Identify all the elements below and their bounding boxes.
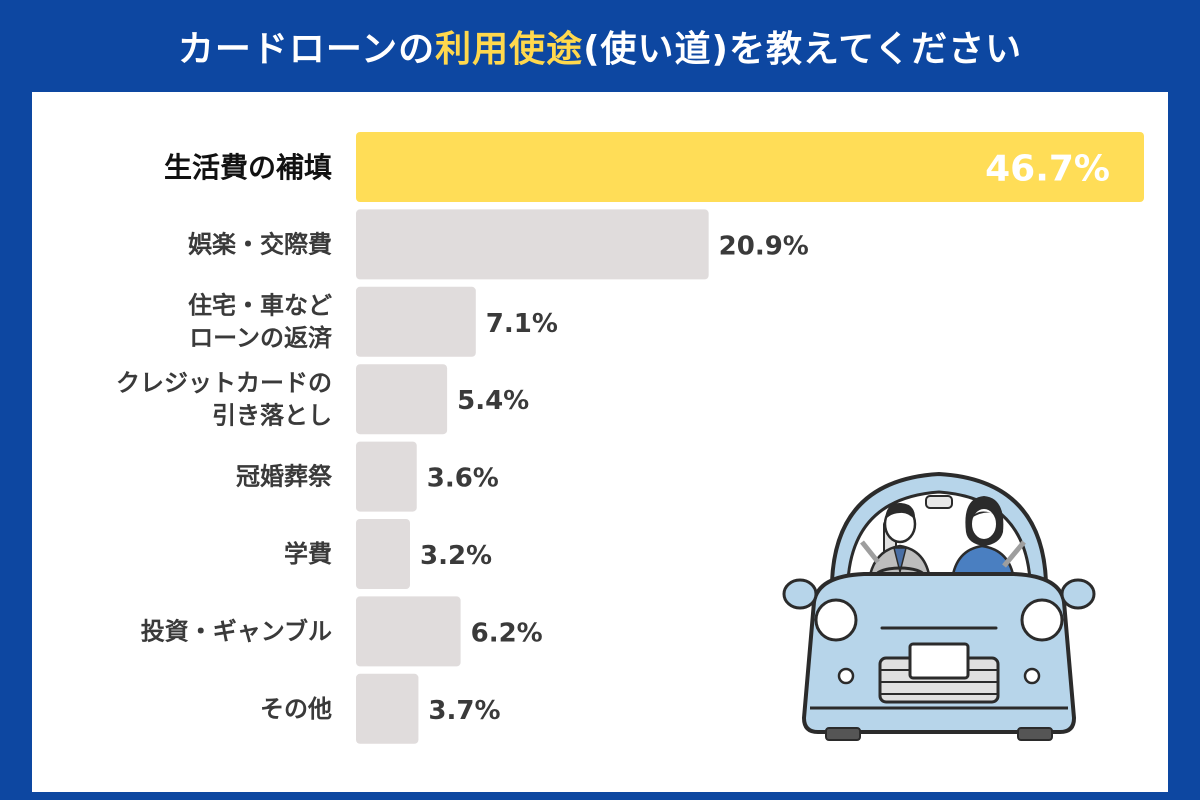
title-highlight: 利用使途 [435,29,584,70]
category-label-1: 生活費の補填 [164,151,332,184]
category-label-8: その他 [260,695,332,723]
bar-2 [356,209,709,280]
car-with-couple-icon [782,471,1096,741]
value-label-1: 46.7% [985,149,1110,190]
value-label-7: 6.2% [471,618,543,648]
chart-title: カードローンの利用使途(使い道)を教えてください [178,20,1022,72]
value-label-3: 7.1% [486,309,558,339]
value-label-2: 20.9% [719,231,809,261]
bar-4 [356,364,448,435]
bar-5 [356,441,417,512]
bar-6 [356,519,410,589]
bar-7 [356,596,461,667]
chart-panel: 46.7% 生活費の補填 20.9% 娯楽・交際費 7.1% 住宅・車などローンの返済 5.… [32,92,1168,792]
title-suffix: (使い道)を教えてください [583,29,1023,70]
category-label-4: クレジットカードの引き落とし [116,369,332,429]
value-label-8: 3.7% [428,696,500,726]
value-label-5: 3.6% [427,464,499,494]
value-label-6: 3.2% [420,541,492,571]
bar-1 [356,132,1144,202]
category-label-6: 学費 [284,540,332,568]
value-label-4: 5.4% [457,386,529,416]
bar-3 [356,286,476,357]
title-bar: カードローンの利用使途(使い道)を教えてください [0,0,1200,92]
bar-8 [356,673,419,744]
category-label-2: 娯楽・交際費 [188,230,332,258]
bar-chart: 46.7% 生活費の補填 20.9% 娯楽・交際費 7.1% 住宅・車などローンの返済 5.… [116,132,1144,744]
title-prefix: カードローンの [177,29,436,70]
category-label-5: 冠婚葬祭 [236,463,333,491]
category-label-3: 住宅・車などローンの返済 [188,292,333,352]
category-label-7: 投資・ギャンブル [141,617,332,645]
